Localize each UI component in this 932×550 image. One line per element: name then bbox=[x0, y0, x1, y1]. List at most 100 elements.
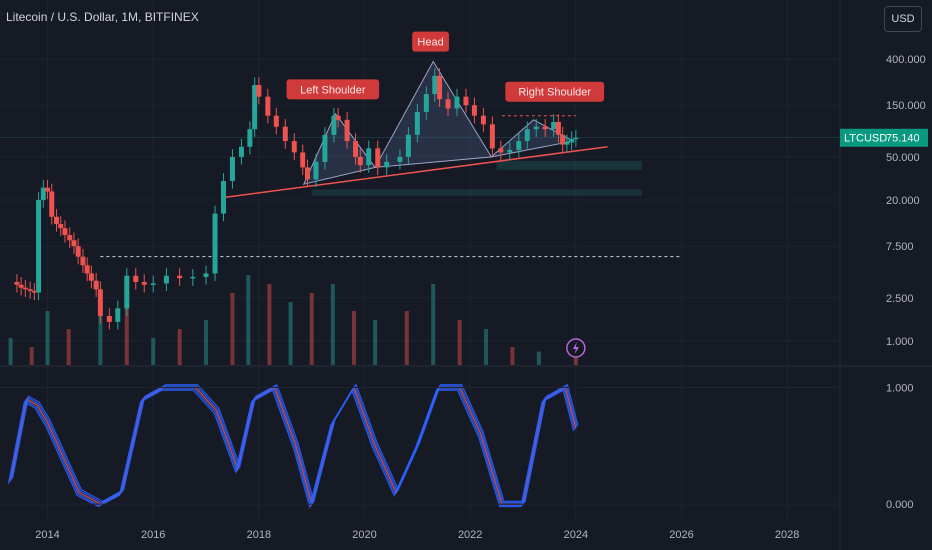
candle-body bbox=[177, 275, 183, 279]
x-tick-label: 2026 bbox=[669, 529, 693, 541]
volume-bar bbox=[288, 302, 293, 365]
candle-body bbox=[22, 287, 28, 290]
candle-body bbox=[238, 146, 244, 157]
support-zone bbox=[496, 160, 642, 170]
candle-body bbox=[353, 141, 359, 157]
x-tick-label: 2014 bbox=[35, 529, 59, 541]
annotation-box[interactable] bbox=[505, 81, 605, 102]
candle-body bbox=[84, 265, 90, 274]
candle-body bbox=[93, 280, 99, 290]
volume-bar bbox=[8, 338, 13, 365]
annotation-label: Right Shoulder bbox=[518, 87, 591, 99]
candle-body bbox=[80, 256, 86, 266]
chart-title: Litecoin / U.S. Dollar, 1M, BITFINEX bbox=[6, 10, 199, 24]
candle-body bbox=[304, 167, 310, 180]
candle-body bbox=[273, 115, 279, 127]
osc-y-tick-label: 0.000 bbox=[886, 499, 914, 511]
candle-body bbox=[569, 139, 575, 143]
candle-body bbox=[58, 224, 64, 229]
candle-body bbox=[252, 85, 258, 130]
volume-bar bbox=[267, 284, 272, 365]
volume-bar bbox=[29, 347, 34, 365]
stoch-line bbox=[12, 383, 579, 504]
candle-body bbox=[203, 273, 209, 277]
candle-body bbox=[322, 134, 328, 162]
candle-body bbox=[106, 316, 112, 322]
candle-body bbox=[67, 235, 73, 241]
candle-body bbox=[18, 284, 24, 288]
candle-body bbox=[45, 187, 51, 192]
candle-body bbox=[75, 246, 81, 257]
candle-body bbox=[150, 283, 156, 285]
y-tick-label: 7.500 bbox=[886, 241, 914, 253]
y-tick-label: 400.000 bbox=[886, 54, 926, 66]
neckline bbox=[221, 146, 608, 199]
candle-body bbox=[220, 180, 226, 214]
candle-body bbox=[97, 289, 103, 317]
candle-body bbox=[229, 156, 235, 181]
y-tick-label: 50.000 bbox=[886, 152, 920, 164]
annotation-label: Head bbox=[417, 37, 443, 49]
x-tick-label: 2022 bbox=[458, 529, 482, 541]
candle-body bbox=[31, 290, 37, 293]
x-tick-label: 2024 bbox=[564, 529, 588, 541]
volume-bar bbox=[66, 329, 71, 365]
y-tick-label: 1.000 bbox=[886, 336, 914, 348]
y-tick-label: 150.000 bbox=[886, 100, 926, 112]
candle-body bbox=[313, 161, 319, 180]
x-tick-label: 2018 bbox=[247, 529, 271, 541]
candle-body bbox=[212, 213, 218, 274]
candle-body bbox=[282, 126, 288, 142]
volume-bar bbox=[373, 320, 378, 365]
annotation-box[interactable] bbox=[286, 79, 380, 100]
candle-body bbox=[115, 308, 121, 322]
y-tick-label: 2.500 bbox=[886, 293, 914, 305]
candle-body bbox=[573, 137, 579, 140]
candle-body bbox=[375, 148, 381, 168]
support-zone bbox=[311, 189, 642, 196]
candle-body bbox=[507, 149, 513, 153]
volume-bar bbox=[309, 293, 314, 365]
stoch-line bbox=[11, 384, 578, 506]
candle-body bbox=[437, 75, 443, 100]
stoch-line bbox=[7, 388, 575, 509]
volume-bar bbox=[536, 351, 541, 365]
annotation-label: Left Shoulder bbox=[300, 84, 366, 96]
candle-body bbox=[423, 94, 429, 112]
price-badge[interactable] bbox=[840, 128, 928, 147]
candle-body bbox=[564, 142, 570, 145]
candle-body bbox=[498, 148, 504, 153]
candle-body bbox=[14, 282, 20, 285]
volume-bar bbox=[124, 302, 129, 365]
candle-body bbox=[190, 276, 196, 279]
annotation-box[interactable] bbox=[412, 31, 449, 52]
price-badge-value: 75.140 bbox=[886, 133, 920, 145]
candle-body bbox=[27, 289, 33, 291]
volume-bar bbox=[573, 356, 578, 365]
candle-body bbox=[555, 122, 561, 135]
candle-body bbox=[335, 115, 341, 120]
candle-body bbox=[300, 152, 306, 168]
candle-body bbox=[405, 134, 411, 157]
pattern-shape bbox=[374, 60, 493, 168]
stoch-line bbox=[8, 387, 576, 508]
currency-button[interactable]: USD bbox=[884, 6, 922, 32]
candle-body bbox=[551, 122, 557, 130]
candle-body bbox=[344, 119, 350, 142]
candle-body bbox=[397, 156, 403, 162]
volume-bar bbox=[177, 329, 182, 365]
candle-body bbox=[133, 275, 139, 283]
candle-body bbox=[384, 161, 390, 168]
osc-y-tick-label: 1.000 bbox=[886, 383, 914, 395]
volume-bar bbox=[330, 284, 335, 365]
candle-body bbox=[454, 96, 460, 109]
candle-body bbox=[49, 191, 55, 217]
candle-body bbox=[524, 129, 530, 142]
volume-bar bbox=[230, 293, 235, 365]
volume-bar bbox=[204, 320, 209, 365]
volume-bar bbox=[457, 320, 462, 365]
price-badge-symbol: LTCUSD bbox=[844, 133, 887, 145]
candle-body bbox=[247, 129, 253, 147]
candle-body bbox=[62, 228, 68, 236]
